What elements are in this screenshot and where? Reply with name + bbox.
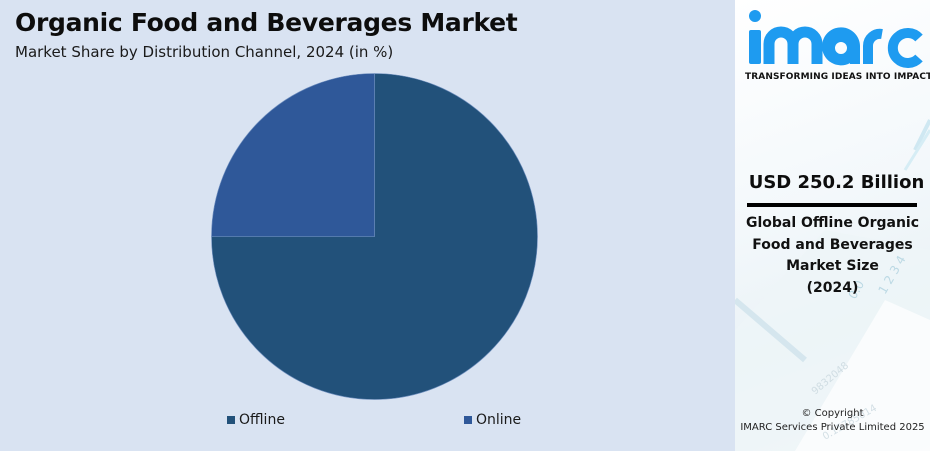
pie-slice-online [211, 73, 375, 237]
pie-chart [211, 73, 538, 400]
legend-swatch-offline [227, 416, 235, 424]
legend-label-offline: Offline [239, 412, 285, 428]
description-line: (2024) [806, 279, 859, 296]
copyright-line: IMARC Services Private Limited 2025 [740, 422, 925, 433]
chart-area: Organic Food and Beverages Market Market… [15, 8, 538, 428]
background-decoration: 0.0 1 2 3 4 9832048 0.15785014 [735, 119, 930, 451]
imarc-logo [749, 10, 923, 68]
chart-title: Organic Food and Beverages Market [15, 8, 518, 37]
copyright-line: © Copyright [801, 408, 864, 419]
market-value: USD 250.2 Billion [748, 172, 925, 193]
divider [747, 203, 917, 207]
market-description: Global Offline Organic Food and Beverage… [735, 213, 930, 299]
info-panel: 0.0 1 2 3 4 9832048 0.15785014 TRANSFORM… [735, 0, 930, 451]
pie-slice-offline [211, 73, 538, 400]
copyright: © Copyright IMARC Services Private Limit… [735, 407, 930, 435]
logo-tagline: TRANSFORMING IDEAS INTO IMPACT [745, 72, 930, 82]
legend-item-online: Online [464, 412, 521, 428]
legend-label-online: Online [476, 412, 522, 428]
legend-swatch-online [464, 416, 472, 424]
legend-item-offline: Offline [227, 412, 285, 428]
chart-subtitle: Market Share by Distribution Channel, 20… [15, 43, 394, 61]
description-line: Market Size [786, 258, 879, 274]
description-line: Global Offline Organic [745, 215, 920, 231]
description-line: Food and Beverages [752, 236, 913, 253]
